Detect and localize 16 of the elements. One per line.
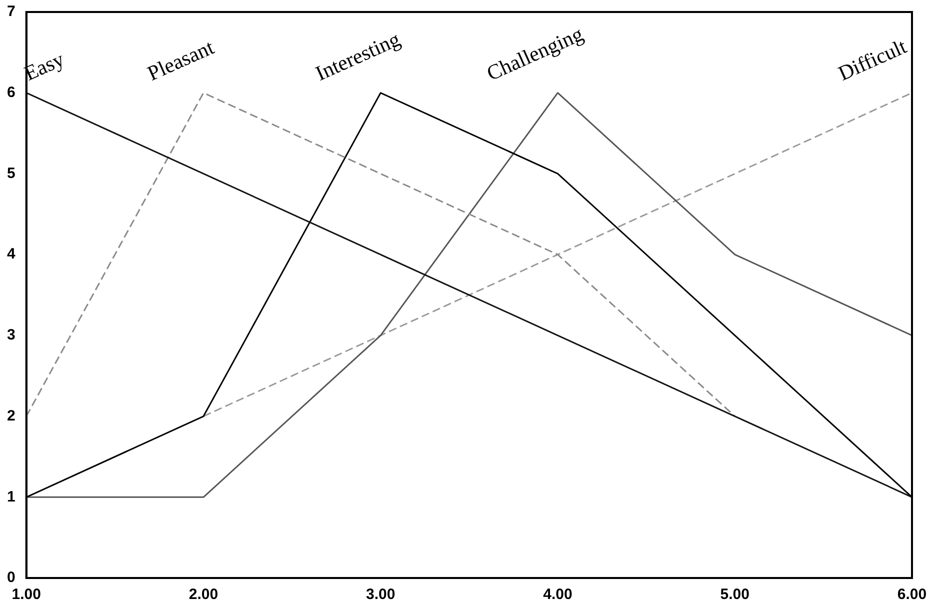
line-series [202,92,912,418]
x-tick-label: 4.00 [543,586,572,604]
y-tick-label: 4 [7,246,16,263]
x-tick-label: 1.00 [12,586,41,604]
y-tick-label: 3 [7,326,16,344]
x-tick-label: 6.00 [897,586,927,604]
x-tick-label: 5.00 [720,586,750,604]
y-tick-label: 2 [7,407,16,424]
y-tick-label: 0 [7,569,16,586]
line-series [26,92,736,418]
x-tick-label: 2.00 [188,586,218,604]
y-tick-label: 6 [7,84,16,101]
x-tick-label: 3.00 [366,586,396,604]
y-tick-label: 1 [7,488,16,506]
y-tick-label: 7 [7,3,16,20]
y-tick-label: 5 [7,164,16,182]
